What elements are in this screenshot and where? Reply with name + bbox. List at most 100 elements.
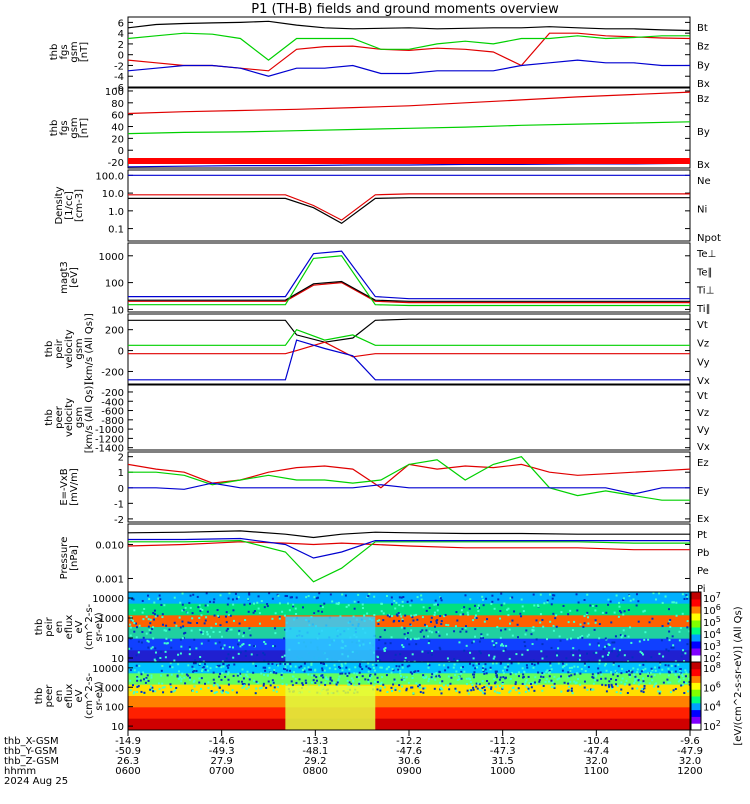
spectrogram-speckle — [450, 676, 453, 679]
spectrogram-speckle — [191, 665, 194, 668]
spectrogram-speckle — [681, 675, 684, 678]
spectrogram-speckle — [254, 664, 257, 667]
spectrogram-speckle — [433, 672, 436, 675]
spectrogram-speckle — [491, 640, 494, 643]
spectrogram-speckle — [407, 681, 410, 684]
spectrogram-speckle — [644, 631, 647, 634]
spectrogram-speckle — [529, 659, 532, 662]
spectrogram-speckle — [325, 677, 328, 680]
spectrogram-speckle — [462, 613, 465, 616]
legend-entry: Bt — [697, 23, 708, 34]
series-Ex — [128, 482, 690, 495]
spectrogram-speckle — [486, 633, 489, 636]
spectrogram-speckle — [389, 642, 392, 645]
spectrogram-speckle — [498, 685, 501, 688]
spectrogram-speckle — [435, 603, 438, 606]
spectrogram-speckle — [446, 657, 449, 660]
spectrogram-speckle — [532, 593, 535, 596]
spectrogram-speckle — [655, 682, 658, 685]
spectrogram-speckle — [517, 687, 520, 690]
spectrogram-speckle — [576, 659, 579, 662]
spectrogram-speckle — [419, 686, 422, 689]
spectrogram-speckle — [528, 682, 531, 685]
spectrogram-speckle — [188, 648, 191, 651]
spectrogram-speckle — [502, 649, 505, 652]
spectrogram-speckle — [471, 683, 474, 686]
spectrogram-speckle — [457, 675, 460, 678]
spectrogram-speckle — [428, 606, 431, 609]
spectrogram-speckle — [615, 678, 618, 681]
spectrogram-speckle — [482, 665, 485, 668]
spectrogram-speckle — [257, 607, 260, 610]
spectrogram-speckle — [550, 679, 553, 682]
spectrogram-speckle — [409, 623, 412, 626]
spectrogram-speckle — [469, 678, 472, 681]
spectrogram-speckle — [595, 604, 598, 607]
spectrogram-speckle — [399, 672, 402, 675]
spectrogram-speckle — [592, 688, 595, 691]
spectrogram-speckle — [586, 611, 589, 614]
spectrogram-speckle — [139, 679, 142, 682]
red-band — [128, 158, 690, 164]
spectrogram-speckle — [637, 600, 640, 603]
spectrogram-speckle — [309, 668, 312, 671]
x-tick-label: 29.2 — [304, 756, 326, 767]
spectrogram-speckle — [353, 600, 356, 603]
spectrogram-speckle — [239, 651, 242, 654]
spectrogram-speckle — [615, 672, 618, 675]
spectrogram-speckle — [474, 616, 477, 619]
spectrogram-speckle — [135, 664, 138, 667]
spectrogram-speckle — [320, 681, 323, 684]
spectrogram-speckle — [170, 639, 173, 642]
spectrogram-speckle — [291, 684, 294, 687]
spectrogram-speckle — [417, 685, 420, 688]
y-axis-label: gsm — [69, 117, 80, 138]
spectrogram-speckle — [458, 659, 461, 662]
spectrogram-speckle — [636, 668, 639, 671]
y-tick-label: 100 — [105, 634, 124, 645]
spectrogram-speckle — [526, 666, 529, 669]
spectrogram-speckle — [219, 624, 222, 627]
spectrogram-speckle — [651, 679, 654, 682]
spectrogram-speckle — [400, 615, 403, 618]
spectrogram-speckle — [583, 662, 586, 665]
spectrogram-speckle — [402, 676, 405, 679]
spectrogram-speckle — [638, 664, 641, 667]
spectrogram-speckle — [404, 637, 407, 640]
spectrogram-speckle — [607, 651, 610, 654]
spectrogram-speckle — [352, 680, 355, 683]
spectrogram-speckle — [423, 677, 426, 680]
spectrogram-speckle — [303, 662, 306, 665]
spectrogram-speckle — [531, 681, 534, 684]
y-tick-label: 100 — [105, 87, 124, 98]
spectrogram-speckle — [281, 655, 284, 658]
spectrogram-speckle — [594, 679, 597, 682]
spectrogram-speckle — [521, 682, 524, 685]
spectrogram-speckle — [231, 689, 234, 692]
spectrogram-speckle — [571, 692, 574, 695]
spectrogram-speckle — [643, 638, 646, 641]
spectrogram-speckle — [146, 594, 149, 597]
spectrogram-speckle — [636, 677, 639, 680]
spectrogram-speckle — [273, 686, 276, 689]
spectrogram-speckle — [409, 671, 412, 674]
spectrogram-speckle — [617, 665, 620, 668]
spectrogram-speckle — [329, 593, 332, 596]
spectrogram-speckle — [382, 612, 385, 615]
spectrogram-speckle — [307, 666, 310, 669]
spectrogram-speckle — [200, 670, 203, 673]
spectrogram-speckle — [390, 671, 393, 674]
y-tick-label: 10000 — [92, 594, 124, 605]
spectrogram-speckle — [541, 643, 544, 646]
y-axis-label: peer — [44, 684, 55, 708]
spectrogram-speckle — [471, 641, 474, 644]
spectrogram-speckle — [543, 602, 546, 605]
colorbar-tick-label: 102 — [703, 651, 721, 665]
spectrogram-speckle — [321, 667, 324, 670]
colorbar-tick-label: 106 — [703, 603, 721, 617]
spectrogram-speckle — [179, 638, 182, 641]
spectrogram-speckle — [522, 675, 525, 678]
y-axis-label: en — [54, 690, 65, 703]
spectrogram-speckle — [283, 614, 286, 617]
